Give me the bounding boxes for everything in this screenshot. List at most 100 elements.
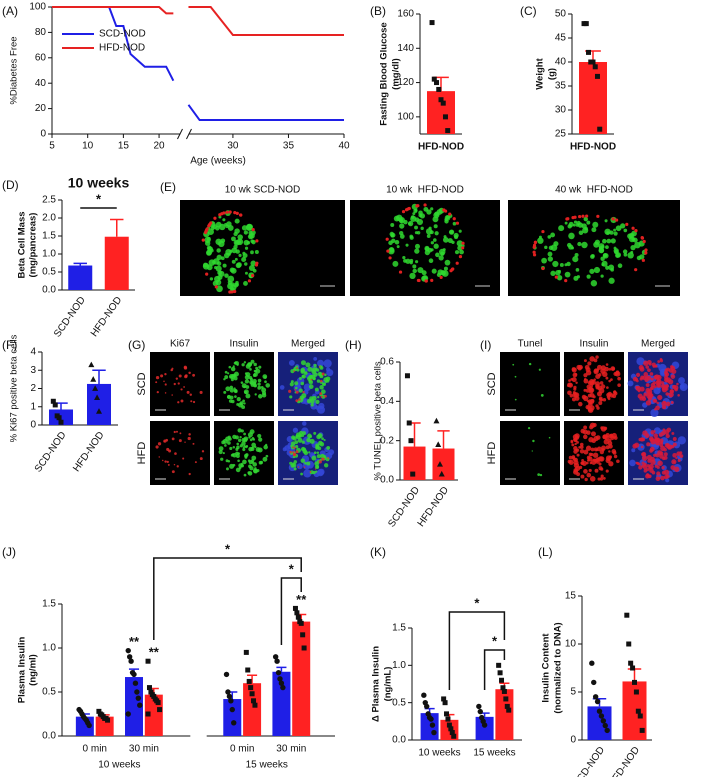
significance: ** (149, 645, 160, 660)
stain (296, 367, 298, 369)
data-point (497, 670, 503, 676)
data-point (90, 376, 97, 382)
panel-label: (J) (2, 545, 16, 559)
stain (310, 403, 314, 407)
stain (300, 360, 306, 366)
data-point (294, 610, 300, 616)
stain (252, 438, 256, 441)
stain (671, 368, 677, 374)
stain (613, 390, 617, 393)
bar (243, 683, 262, 736)
data-point (125, 711, 131, 717)
stain (603, 426, 608, 431)
stain (302, 421, 307, 426)
stain (164, 373, 167, 376)
axis-break (177, 128, 192, 140)
stain (636, 357, 645, 366)
stain (205, 272, 209, 276)
stain (586, 455, 591, 460)
panel-label: (G) (128, 338, 145, 352)
stain (571, 367, 577, 373)
stain (595, 457, 600, 463)
data-point (157, 707, 163, 713)
series-line (52, 6, 344, 122)
stain (308, 451, 311, 454)
stain (583, 388, 587, 392)
y-tick-label: 2.0 (42, 213, 56, 224)
stain (610, 378, 613, 381)
data-point (597, 126, 603, 132)
error-bar (92, 369, 106, 384)
stain (567, 390, 572, 396)
significance-bracket (448, 611, 506, 690)
data-point (436, 86, 442, 92)
stain (665, 384, 670, 388)
stain (675, 456, 678, 460)
y-tick-label: 4 (30, 347, 36, 358)
y-axis-label: % Ki67 positive beta cells (9, 334, 20, 442)
data-point (448, 726, 454, 732)
stain (306, 437, 311, 443)
stain (254, 263, 259, 267)
stain (527, 427, 531, 430)
data-point (438, 97, 444, 103)
stain (548, 436, 551, 439)
stain (434, 211, 440, 217)
stain (528, 362, 532, 366)
y-tick-label: 0.4 (380, 396, 394, 407)
data-point (433, 417, 440, 424)
stain (323, 438, 326, 442)
stain (243, 402, 246, 405)
stain (657, 394, 663, 401)
stain (237, 428, 242, 433)
data-point (298, 620, 304, 626)
stain (568, 459, 574, 465)
stain (648, 474, 652, 479)
stain (429, 230, 434, 235)
stain (232, 446, 236, 449)
stain (586, 274, 591, 279)
stain (643, 360, 649, 366)
stain (625, 222, 629, 226)
stain (602, 238, 607, 244)
y-tick-label: 45 (555, 33, 567, 44)
stain (175, 430, 178, 433)
data-point (229, 706, 235, 713)
stain (295, 390, 299, 394)
stain (547, 235, 552, 239)
panel-label: (D) (2, 178, 19, 192)
stain (599, 381, 604, 385)
stain (302, 431, 306, 436)
stain (564, 271, 571, 278)
stain (571, 443, 575, 447)
error-bar (437, 430, 450, 449)
stain (424, 249, 431, 256)
stain (399, 219, 403, 223)
stain (243, 361, 247, 364)
stain (216, 254, 222, 261)
y-tick-label: 120 (397, 77, 414, 88)
stain (443, 266, 448, 271)
stain (587, 393, 592, 398)
stain (458, 229, 462, 233)
stain (613, 231, 618, 236)
stain (613, 454, 618, 459)
y-tick-label: 40 (35, 78, 47, 89)
stain (581, 214, 585, 218)
data-point (245, 667, 251, 673)
stain (294, 389, 297, 391)
stain (417, 267, 424, 274)
stain (643, 372, 649, 377)
data-point (451, 733, 457, 739)
stain (452, 221, 457, 226)
bar (272, 671, 291, 736)
stain (180, 388, 183, 391)
stain (679, 451, 683, 455)
bar (68, 265, 93, 290)
data-point (410, 471, 416, 477)
stain (587, 459, 590, 462)
stain (608, 450, 611, 453)
stain (610, 268, 614, 272)
stain (201, 450, 205, 453)
stain (250, 446, 255, 452)
